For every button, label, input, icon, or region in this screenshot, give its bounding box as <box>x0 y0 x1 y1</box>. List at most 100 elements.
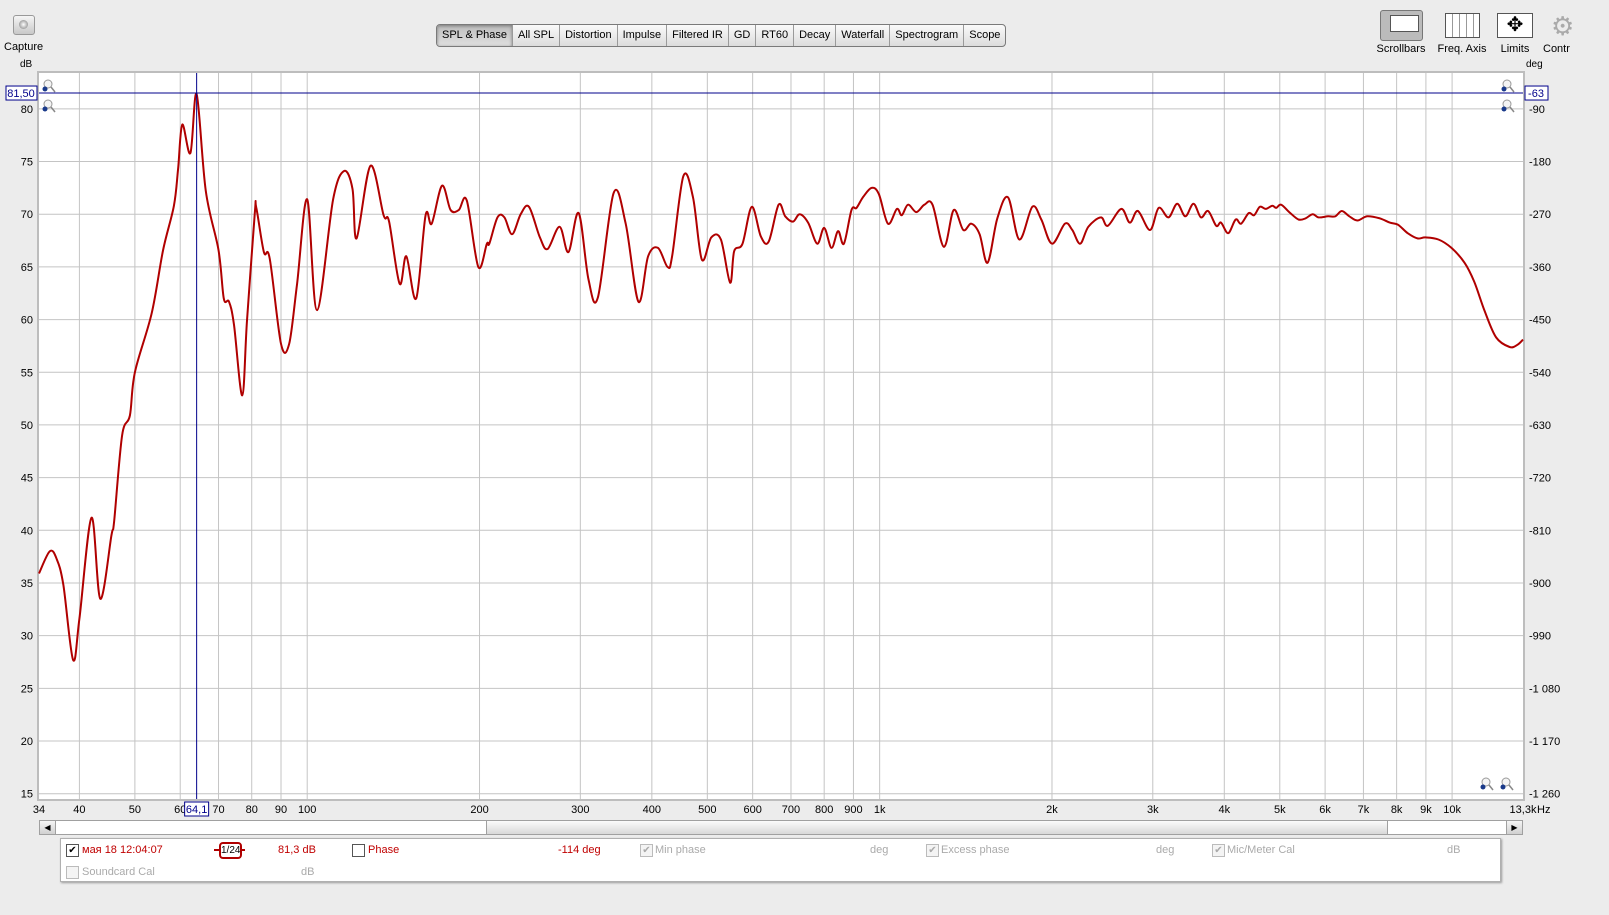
scroll-thumb[interactable] <box>486 821 1388 834</box>
left-axis-unit: dB <box>20 59 33 70</box>
soundcard-cal-checkbox[interactable] <box>66 866 79 879</box>
tab-filtered-ir[interactable]: Filtered IR <box>667 25 729 46</box>
y2-tick-label: -630 <box>1529 420 1551 432</box>
measurement-checkbox[interactable]: ✔ <box>66 844 79 857</box>
tab-gd[interactable]: GD <box>729 25 757 46</box>
cursor-freq-box <box>184 801 210 817</box>
mic-cal-checkbox[interactable]: ✔ <box>1212 844 1225 857</box>
x-tick-label: 200 <box>470 804 488 816</box>
tab-scope[interactable]: Scope <box>969 29 1001 41</box>
spl-value: 81,3 dB <box>278 844 316 856</box>
scrollbars-label: Scrollbars <box>1376 43 1426 55</box>
soundcard-cal-label: Soundcard Cal <box>82 866 155 878</box>
scrollbars-icon <box>1380 10 1423 41</box>
measurement-name[interactable]: мая 18 12:04:07 <box>82 844 163 856</box>
tab-spectrogram[interactable]: Spectrogram <box>890 25 965 46</box>
zoom-in-x-icon-handle <box>1508 784 1514 791</box>
soundcard-cal-unit: dB <box>301 866 315 878</box>
zoom-in-x-icon-plus <box>1500 784 1506 790</box>
freq-axis-button[interactable]: Freq. Axis <box>1434 9 1490 57</box>
freq-axis-label: Freq. Axis <box>1437 43 1487 55</box>
excess-phase-checkbox[interactable]: ✔ <box>926 844 939 857</box>
y-tick-label: 40 <box>21 525 33 537</box>
y-tick-label: 20 <box>21 736 33 748</box>
y2-tick-label: -270 <box>1529 209 1551 221</box>
excess-phase-label: Excess phase <box>941 844 1010 856</box>
y-tick-label: 75 <box>21 157 33 169</box>
tab-decay[interactable]: Decay <box>794 25 837 46</box>
x-tick-label: 50 <box>129 804 141 816</box>
x-tick-label: 7k <box>1358 804 1370 816</box>
y-tick-label: 80 <box>21 104 33 116</box>
measurement-legend: ✔ мая 18 12:04:07 1/24 81,3 dB Phase -11… <box>60 838 1501 882</box>
zoom-out-x-icon-handle <box>1488 784 1494 791</box>
smoothing-badge[interactable]: 1/24 <box>214 842 245 859</box>
mic-cal-label: Mic/Meter Cal <box>1227 844 1295 856</box>
y2-tick-label: -1 080 <box>1529 683 1560 695</box>
scroll-right-button[interactable]: ▶ <box>1506 821 1522 834</box>
tab-waterfall[interactable]: Waterfall <box>836 25 891 46</box>
capture-button[interactable]: Capture <box>4 12 44 56</box>
scroll-left-button[interactable]: ◀ <box>40 821 56 834</box>
zoom-out-y-left-icon[interactable] <box>43 99 53 109</box>
x-tick-label: 90 <box>275 804 287 816</box>
x-tick-label: 8k <box>1391 804 1403 816</box>
y-tick-label: 15 <box>21 789 33 801</box>
right-axis-unit: deg <box>1526 59 1543 70</box>
zoom-out-y-left-icon-minus <box>42 106 48 112</box>
scrollbars-button[interactable]: Scrollbars <box>1376 9 1426 57</box>
zoom-in-y-left-icon-plus <box>42 86 48 92</box>
x-tick-label: 70 <box>212 804 224 816</box>
limits-label: Limits <box>1500 43 1530 55</box>
zoom-in-y-right-icon-plus <box>1501 86 1507 92</box>
tab-rt60[interactable]: RT60 <box>756 25 795 46</box>
cursor-freq-value: 64,1 <box>186 804 207 816</box>
camera-icon <box>13 15 35 35</box>
spl-chart[interactable]: 15 -1 260 20 -1 170 25 -1 080 30 -990 35 -900 40 -8… <box>0 0 1609 820</box>
spl-curve <box>38 93 1524 662</box>
controls-button[interactable]: ⚙ Contr <box>1543 9 1609 57</box>
x-tick-label: 80 <box>246 804 258 816</box>
limits-button[interactable]: ✥ Limits <box>1494 9 1536 57</box>
zoom-in-y-left-icon[interactable] <box>43 79 53 89</box>
y-tick-label: 35 <box>21 578 33 590</box>
x-tick-label: 6k <box>1319 804 1331 816</box>
x-tick-label: 600 <box>743 804 761 816</box>
y2-tick-label: -360 <box>1529 262 1551 274</box>
tab-spl-phase[interactable]: SPL & Phase <box>437 25 514 46</box>
zoom-in-y-right-icon[interactable] <box>1502 79 1512 89</box>
tab-distortion[interactable]: Distortion <box>560 25 618 46</box>
x-tick-label: 300 <box>571 804 589 816</box>
excess-phase-unit: deg <box>1156 844 1175 856</box>
x-tick-label: 5k <box>1274 804 1286 816</box>
y2-tick-label: -1 170 <box>1529 736 1560 748</box>
zoom-out-x-icon[interactable] <box>1481 777 1491 787</box>
y2-tick-label: -720 <box>1529 473 1551 485</box>
x-tick-label: 9k <box>1420 804 1432 816</box>
phase-checkbox[interactable] <box>352 844 365 857</box>
x-tick-label: 40 <box>73 804 85 816</box>
zoom-out-x-icon-minus <box>1480 784 1486 790</box>
horizontal-scrollbar[interactable]: ◀ ▶ <box>39 820 1523 835</box>
x-axis-unit: Hz <box>1537 804 1550 816</box>
y-tick-label: 70 <box>21 209 33 221</box>
controls-label: Contr <box>1543 43 1570 55</box>
smoothing-value: 1/24 <box>219 842 242 859</box>
tab-all-spl[interactable]: All SPL <box>513 25 561 46</box>
x-tick-label: 34 <box>33 804 45 816</box>
x-tick-label: 900 <box>844 804 862 816</box>
zoom-out-y-right-icon[interactable] <box>1502 99 1512 109</box>
y-tick-label: 25 <box>21 683 33 695</box>
min-phase-unit: deg <box>870 844 889 856</box>
zoom-out-y-right-icon-handle <box>1509 106 1515 113</box>
x-tick-label: 60 <box>174 804 186 816</box>
zoom-in-x-icon[interactable] <box>1501 777 1511 787</box>
zoom-out-y-right-icon-minus <box>1501 106 1507 112</box>
tab-impulse[interactable]: Impulse <box>618 25 668 46</box>
y2-tick-label: -990 <box>1529 631 1551 643</box>
y2-tick-label: -540 <box>1529 367 1551 379</box>
y2-tick-label: -450 <box>1529 315 1551 327</box>
min-phase-checkbox[interactable]: ✔ <box>640 844 653 857</box>
x-tick-label: 800 <box>815 804 833 816</box>
cursor-level-box <box>5 85 38 101</box>
